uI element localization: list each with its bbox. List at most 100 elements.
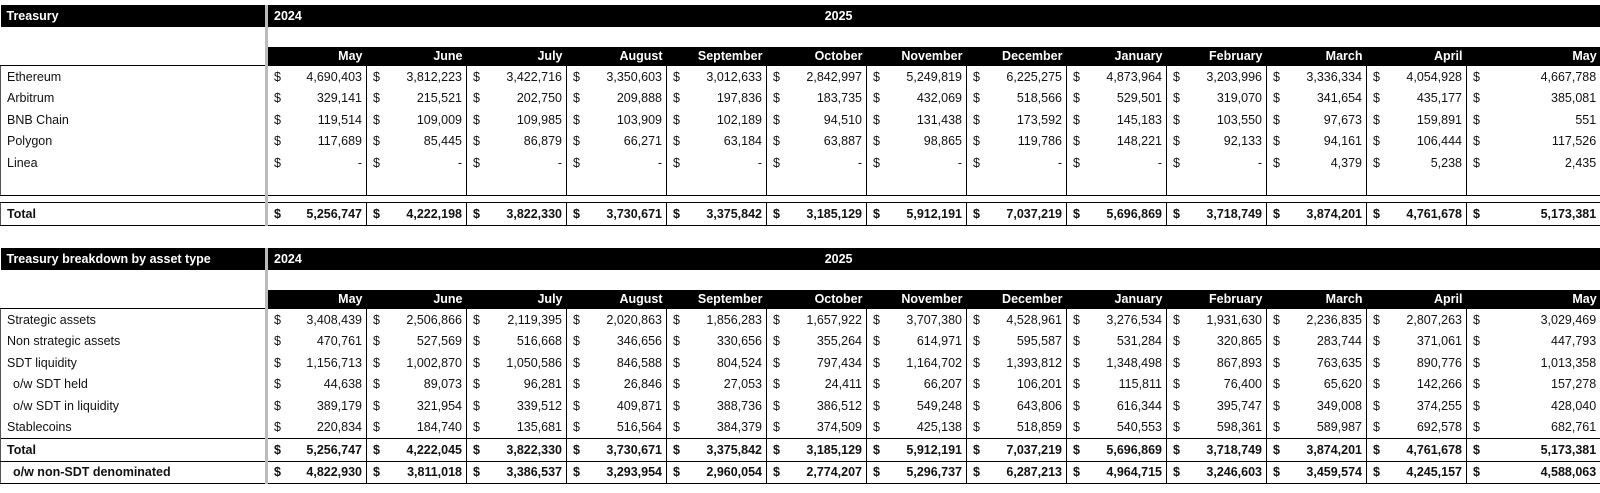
currency-symbol: $ [573,377,580,392]
currency-symbol: $ [773,334,780,349]
table-cell-value: 4,379 [1288,152,1367,174]
currency-symbol: $ [1173,420,1180,435]
table-cell-value: 142,266 [1388,373,1467,395]
currency-symbol: $ [1273,155,1280,170]
table-cell-value: - [788,152,867,174]
table-cell-value: 157,278 [1488,373,1600,395]
currency-symbol: $ [866,460,889,484]
year-2024-header: 2024 [265,248,367,270]
row-label: o/w SDT in liquidity [0,395,267,417]
month-header: September [666,47,767,66]
currency-symbol: $ [1466,308,1489,331]
month-header: March [1266,47,1367,66]
currency-symbol: $ [1273,112,1280,127]
spacer [666,173,689,196]
currency-symbol: $ [1173,91,1180,106]
currency-symbol: $ [1073,334,1080,349]
non-sdt-value: 5,296,737 [888,460,967,484]
currency-symbol: $ [473,112,480,127]
currency-symbol: $ [866,65,889,88]
currency-symbol: $ [1373,155,1380,170]
currency-symbol: $ [366,438,389,462]
currency-symbol: $ [1173,355,1180,370]
currency-symbol: $ [1466,460,1489,484]
month-header: February [1166,47,1267,66]
treasury-table: Treasury 2024 2025 May June July August Septemb… [0,5,1600,226]
spacer [866,173,889,196]
table-cell-value: 692,578 [1388,416,1467,439]
spacer [288,173,367,196]
currency-symbol: $ [866,438,889,462]
currency-symbol: $ [1473,398,1480,413]
currency-symbol: $ [1073,355,1080,370]
non-sdt-label: o/w non-SDT denominated [0,460,267,484]
table-cell-value: 117,526 [1488,130,1600,152]
table-cell-value: 529,501 [1088,87,1167,109]
currency-symbol: $ [1373,112,1380,127]
currency-symbol: $ [1266,202,1289,226]
month-header: January [1066,47,1167,66]
table-cell-value: 1,348,498 [1088,352,1167,374]
currency-symbol: $ [1073,420,1080,435]
currency-symbol: $ [666,65,689,88]
month-header: November [866,47,967,66]
spacer [466,173,489,196]
total-value: 5,256,747 [288,438,367,462]
currency-symbol: $ [466,460,489,484]
currency-symbol: $ [1473,377,1480,392]
currency-symbol: $ [773,377,780,392]
currency-symbol: $ [1066,202,1089,226]
table-cell-value: - [888,152,967,174]
table-cell-value: 2,506,866 [388,308,467,331]
spacer [788,173,867,196]
currency-symbol: $ [873,134,880,149]
currency-symbol: $ [265,438,289,462]
spacer [1288,173,1367,196]
currency-symbol: $ [1173,134,1180,149]
table-cell-value: 4,873,964 [1088,65,1167,88]
table-cell-value: 384,379 [688,416,767,439]
currency-symbol: $ [373,398,380,413]
month-header: December [966,47,1067,66]
spacer [0,173,267,196]
currency-symbol: $ [1466,202,1489,226]
currency-symbol: $ [873,420,880,435]
currency-symbol: $ [473,377,480,392]
currency-symbol: $ [873,91,880,106]
currency-symbol: $ [573,420,580,435]
currency-symbol: $ [1266,438,1289,462]
row-label: Ethereum [0,65,267,88]
currency-symbol: $ [573,398,580,413]
currency-symbol: $ [1166,460,1189,484]
currency-symbol: $ [1166,65,1189,88]
currency-symbol: $ [1473,420,1480,435]
total-value: 3,185,129 [788,438,867,462]
table-cell-value: 183,735 [788,87,867,109]
table-cell-value: 321,954 [388,395,467,417]
currency-symbol: $ [1473,355,1480,370]
month-header: September [666,290,767,309]
table-cell-value: 3,350,603 [588,65,667,88]
total-value: 5,256,747 [288,202,367,226]
table-cell-value: 96,281 [488,373,567,395]
table-cell-value: - [988,152,1067,174]
table-cell-value: 148,221 [1088,130,1167,152]
currency-symbol: $ [866,308,889,331]
table-cell-value: 63,887 [788,130,867,152]
currency-symbol: $ [466,438,489,462]
table-cell-value: 846,588 [588,352,667,374]
table-cell-value: 339,512 [488,395,567,417]
currency-symbol: $ [573,134,580,149]
currency-symbol: $ [1073,112,1080,127]
non-sdt-value: 3,386,537 [488,460,567,484]
currency-symbol: $ [1273,91,1280,106]
spacer [388,173,467,196]
currency-symbol: $ [773,398,780,413]
table-cell-value: 109,009 [388,109,467,131]
currency-symbol: $ [1473,334,1480,349]
table-cell-value: 428,040 [1488,395,1600,417]
table-cell-value: 470,761 [288,330,367,352]
table-cell-value: 1,856,283 [688,308,767,331]
currency-symbol: $ [1266,65,1289,88]
currency-symbol: $ [566,308,589,331]
